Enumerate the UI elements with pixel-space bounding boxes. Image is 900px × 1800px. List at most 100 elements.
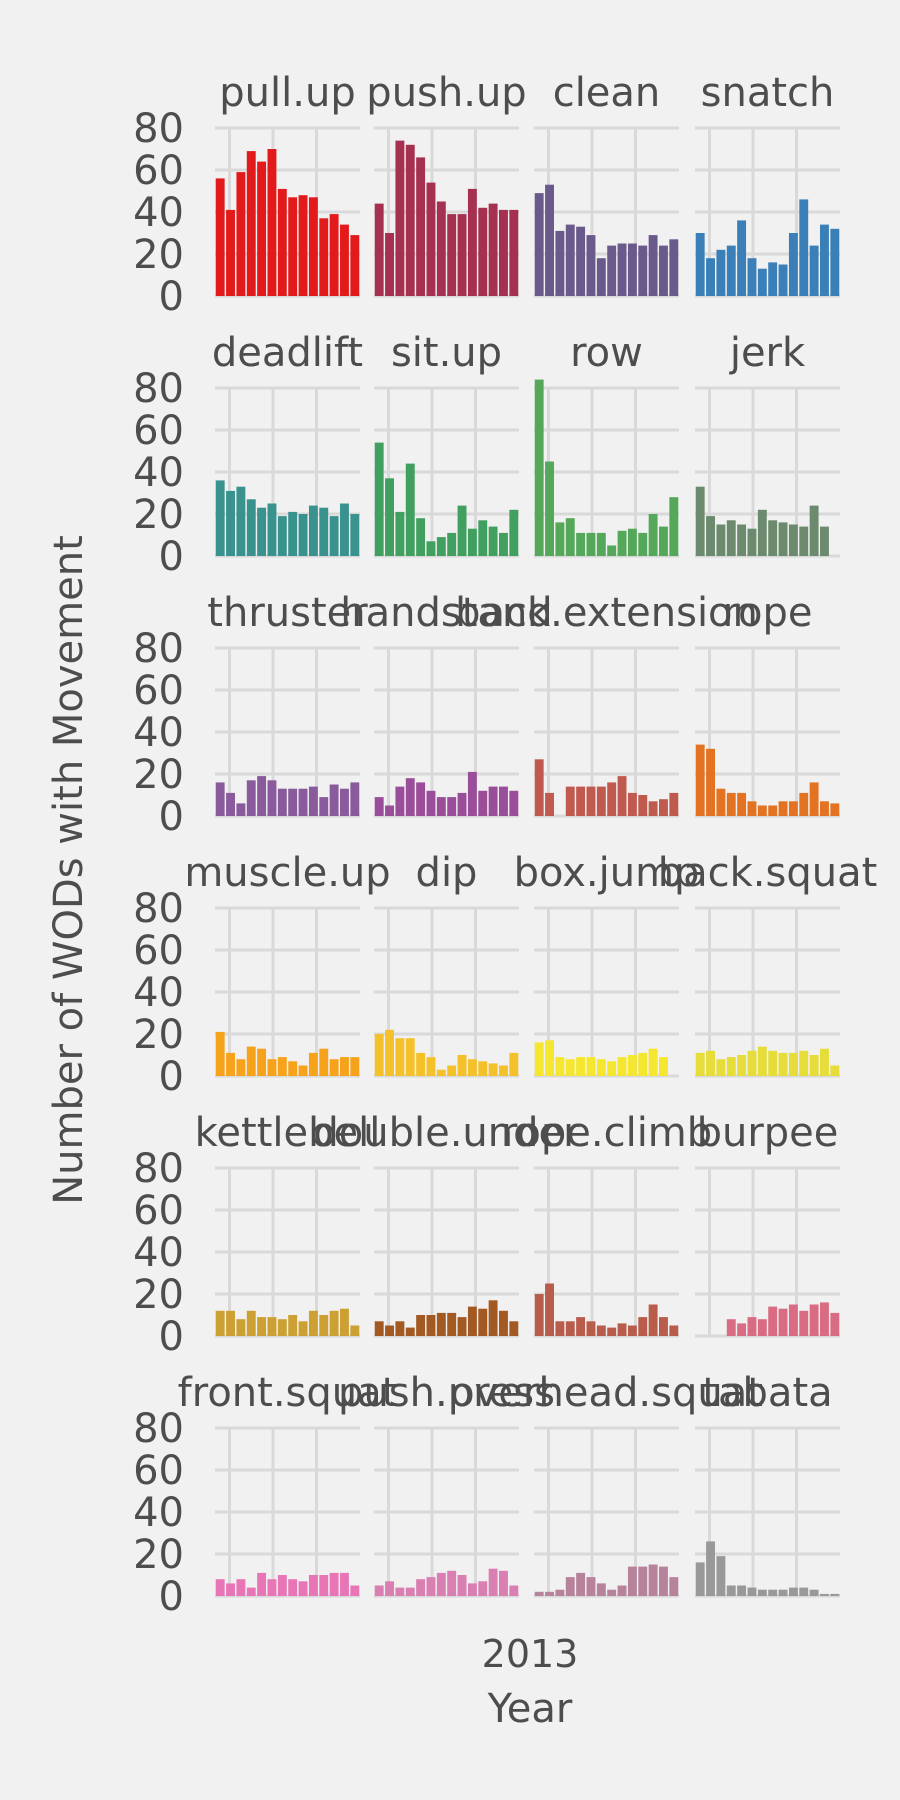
y-tick-label: 60 [133, 668, 184, 714]
bar-box.jump [648, 1048, 658, 1076]
bar-snatch [799, 199, 809, 296]
bar-pull.up [215, 178, 225, 296]
bar-burpee [799, 1310, 809, 1336]
bar-row [596, 532, 606, 556]
bar-double.under [447, 1312, 457, 1336]
bar-handstand [509, 790, 519, 816]
bar-snatch [778, 264, 788, 296]
bar-sit.up [405, 463, 415, 556]
bar-jerk [706, 516, 715, 556]
bar-burpee [820, 1302, 829, 1336]
bar-burpee [726, 1319, 736, 1336]
bar-thruster [226, 792, 235, 816]
bar-row [534, 379, 544, 556]
bar-back.squat [757, 1046, 767, 1076]
x-axis-tick-labels: 2013 [482, 1632, 579, 1676]
bar-box.jump [534, 1042, 544, 1076]
bar-rope.climb [648, 1304, 658, 1336]
bar-row [555, 522, 565, 556]
bar-front.squat [277, 1575, 287, 1596]
facet-title: kettlebell [195, 1110, 381, 1156]
bar-muscle.up [319, 1048, 329, 1076]
bar-double.under [467, 1306, 477, 1336]
bar-back.extension [576, 786, 586, 816]
bar-push.press [509, 1585, 519, 1596]
bar-back.extension [638, 795, 648, 816]
bar-pull.up [319, 218, 329, 296]
bar-row [648, 514, 658, 556]
bar-back.squat [788, 1052, 798, 1076]
bar-back.extension [617, 776, 627, 816]
y-tick-label: 0 [159, 794, 184, 840]
bar-rope.climb [586, 1321, 596, 1336]
bar-kettlebell [319, 1315, 329, 1336]
bar-clean [555, 230, 565, 296]
y-tick-label: 0 [159, 1054, 184, 1100]
bar-burpee [778, 1308, 788, 1336]
bar-box.jump [586, 1057, 596, 1076]
y-tick-label: 20 [133, 492, 184, 538]
facet-title: dip [416, 850, 478, 896]
bar-push.up [499, 209, 508, 296]
bar-front.squat [257, 1572, 267, 1596]
bar-handstand [436, 797, 446, 816]
bar-row [669, 497, 679, 556]
facet-panel-dip: dip [374, 850, 519, 1078]
bar-push.press [488, 1568, 498, 1596]
bar-box.jump [659, 1057, 668, 1076]
bar-clean [545, 184, 554, 296]
bar-rope.climb [545, 1283, 554, 1336]
bar-rope [757, 805, 767, 816]
bar-jerk [768, 520, 778, 556]
bar-snatch [726, 245, 736, 296]
facet-title: back.squat [658, 850, 878, 896]
bar-deadlift [226, 490, 235, 556]
bar-kettlebell [329, 1310, 339, 1336]
bar-muscle.up [277, 1057, 287, 1076]
bar-rope [737, 792, 747, 816]
bar-rope [788, 801, 798, 816]
bar-back.squat [695, 1052, 705, 1076]
bar-box.jump [596, 1059, 606, 1076]
bar-jerk [788, 524, 798, 556]
bar-tabata [695, 1562, 705, 1596]
bar-push.press [478, 1581, 488, 1596]
facet-panel-box.jump: box.jump [514, 850, 699, 1078]
y-tick-label: 80 [133, 626, 184, 672]
bar-kettlebell [215, 1310, 225, 1336]
bar-overhead.squat [627, 1566, 637, 1596]
bar-push.press [457, 1575, 467, 1596]
bar-clean [607, 245, 617, 296]
bar-handstand [478, 790, 488, 816]
bar-rope [768, 805, 778, 816]
bar-sit.up [509, 509, 519, 556]
bar-push.press [416, 1579, 426, 1596]
bar-deadlift [257, 507, 267, 556]
bar-snatch [830, 228, 840, 296]
bar-back.extension [669, 792, 679, 816]
bar-pull.up [277, 188, 287, 296]
bar-deadlift [267, 503, 277, 556]
bar-thruster [350, 782, 360, 816]
bar-front.squat [298, 1581, 308, 1596]
bar-sit.up [467, 528, 477, 556]
bar-row [565, 518, 575, 556]
bar-snatch [695, 233, 705, 296]
bar-clean [669, 239, 679, 296]
facet-panel-rope: rope [695, 590, 840, 818]
y-tick-label: 60 [133, 928, 184, 974]
bar-dip [374, 1034, 384, 1076]
y-axis-label: Number of WODs with Movement [46, 535, 92, 1205]
bar-jerk [726, 520, 736, 556]
bar-snatch [716, 249, 726, 296]
y-tick-label: 60 [133, 1448, 184, 1494]
facet-title: push.up [366, 70, 526, 116]
facet-panel-burpee: burpee [695, 1110, 840, 1338]
bar-pull.up [267, 149, 277, 296]
bar-sit.up [416, 518, 426, 556]
bar-sit.up [426, 541, 436, 556]
bar-overhead.squat [669, 1577, 679, 1596]
bar-rope.climb [638, 1317, 648, 1336]
